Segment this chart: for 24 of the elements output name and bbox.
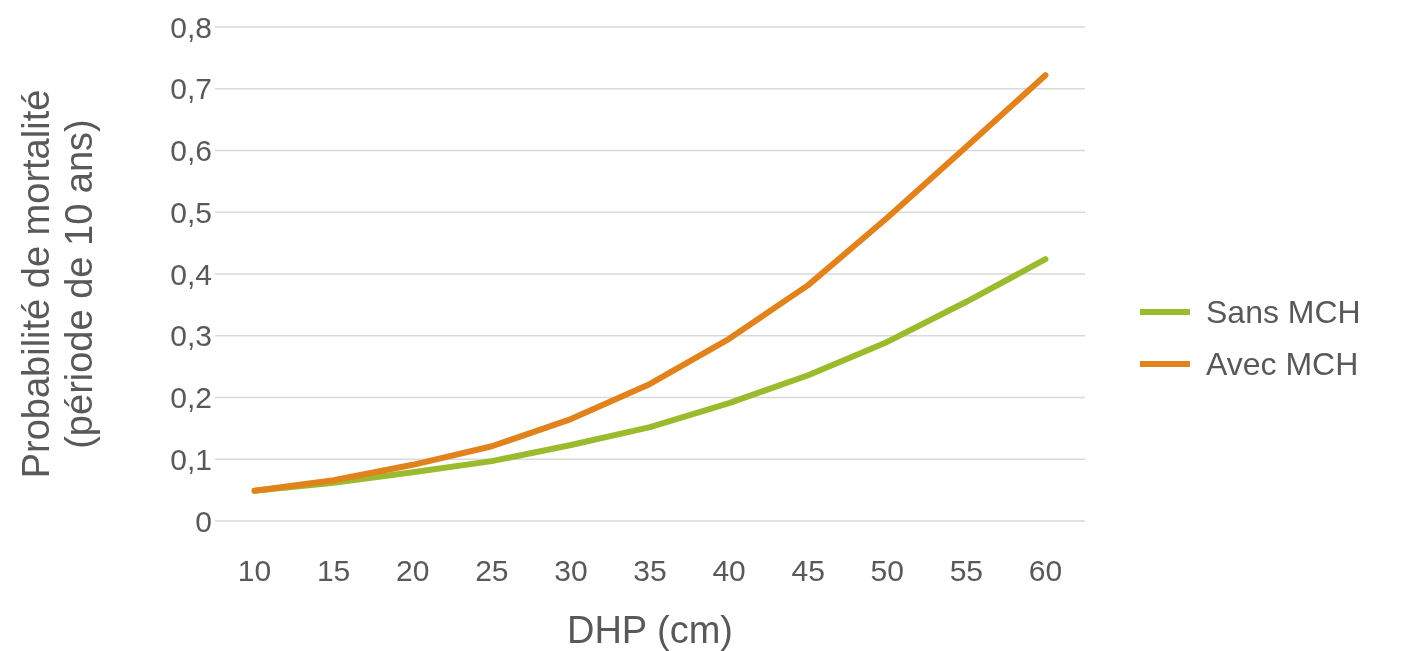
y-tick-label: 0 [195,504,212,538]
x-tick-label: 40 [712,553,746,587]
y-tick-label: 0,4 [170,257,212,291]
x-tick-label: 55 [949,553,984,587]
x-tick-label: 35 [633,553,667,587]
legend-label: Avec MCH [1206,346,1359,382]
x-tick-label: 10 [237,553,272,587]
x-tick-label: 25 [475,553,509,587]
y-tick-label: 0,6 [170,134,212,167]
y-tick-label: 0,3 [170,319,212,353]
x-tick-label: 15 [316,553,351,587]
x-tick-label: 60 [1028,553,1063,587]
y-tick-label: 0,1 [170,442,212,476]
y-axis-title: Probabilité de mortalité (période de 10 ans) [15,89,100,479]
y-tick-label: 0,2 [170,381,212,414]
x-tick-label: 45 [791,553,825,587]
legend-label: Sans MCH [1206,294,1361,330]
x-tick-label: 50 [870,553,904,587]
y-tick-label: 0,5 [170,195,212,229]
y-tick-label: 0,8 [170,10,212,44]
x-axis-title: DHP (cm) [566,609,734,651]
x-tick-label: 30 [554,553,588,587]
x-tick-label: 20 [396,553,430,587]
y-tick-label: 0,7 [170,72,212,106]
